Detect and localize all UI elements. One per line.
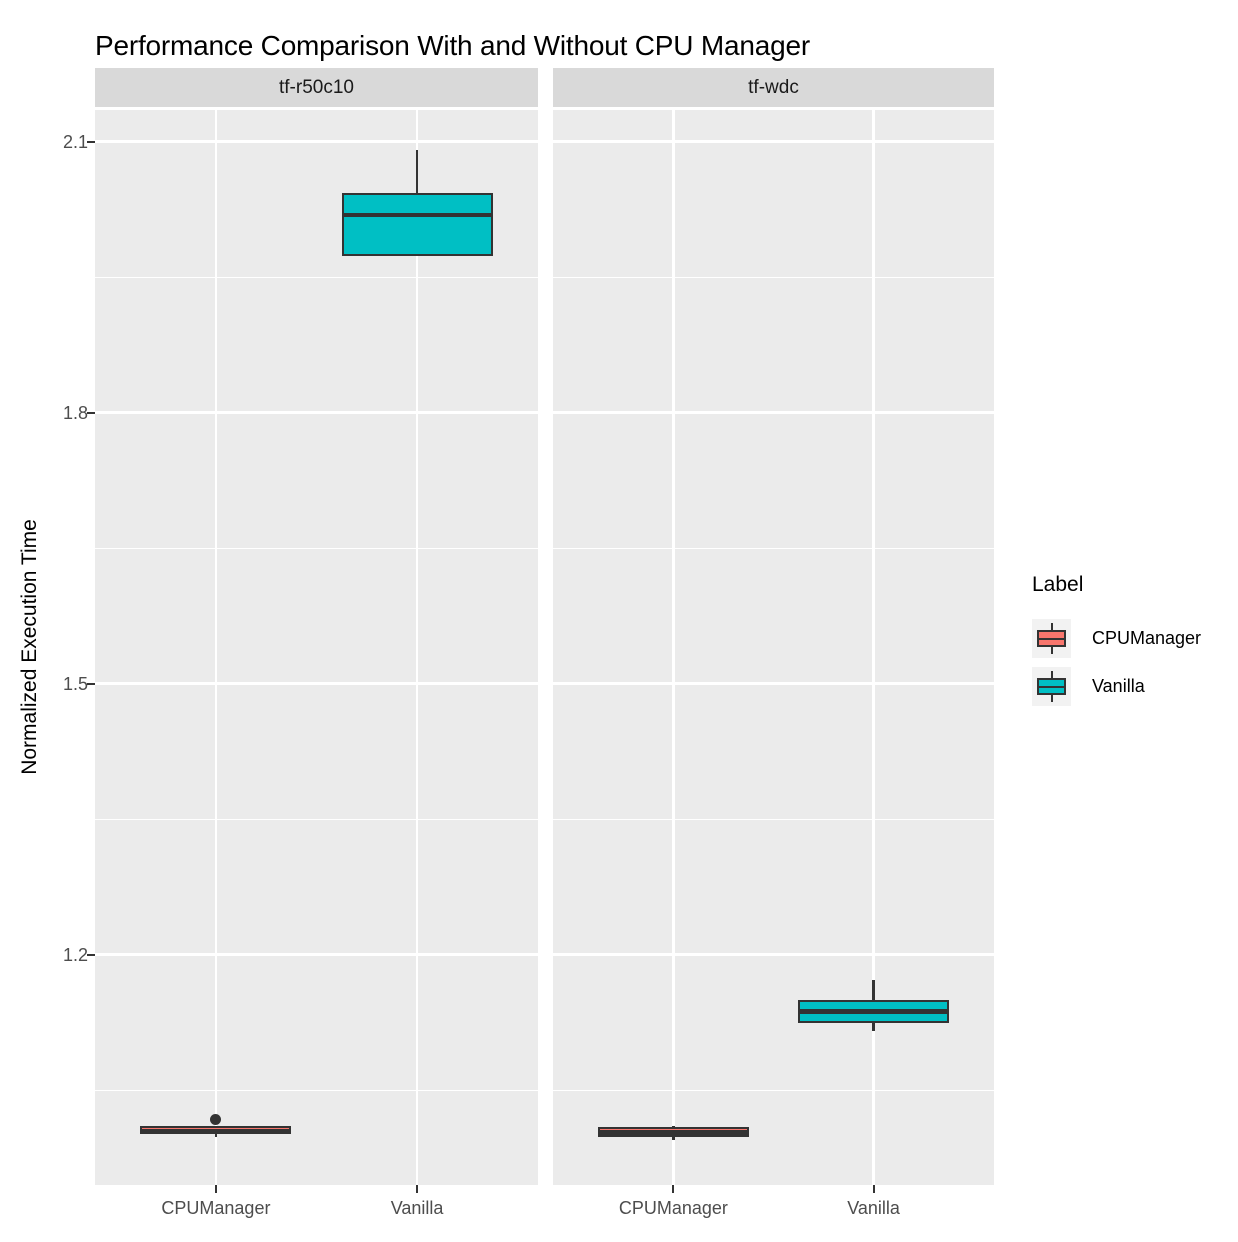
legend-key-glyph-vanilla (1032, 667, 1071, 706)
y-tick-label: 2.1 (62, 131, 88, 152)
facet-strip-label: tf-wdc (748, 76, 799, 98)
gridline-minor (553, 818, 994, 820)
facet-strip-tf-r50c10: tf-r50c10 (95, 68, 538, 107)
y-tick-mark (87, 953, 95, 956)
boxplot-median (600, 1130, 747, 1135)
legend-label: Vanilla (1092, 676, 1145, 696)
y-tick-mark (87, 682, 95, 685)
legend-key-cpumanager: CPUManager (1032, 619, 1201, 658)
gridline-major (95, 140, 538, 143)
legend-key-vanilla: Vanilla (1032, 667, 1201, 706)
gridline-vertical (872, 110, 875, 1185)
legend: Label CPUManager Vanilla (1032, 573, 1201, 715)
x-tick-label: CPUManager (618, 1198, 728, 1218)
facet-panel-tf-wdc (553, 110, 994, 1185)
boxplot-glyph-median (1037, 637, 1066, 640)
legend-key-glyph-cpumanager (1032, 619, 1071, 658)
gridline-major (553, 682, 994, 685)
gridline-minor (553, 276, 994, 278)
gridline-minor (95, 547, 538, 549)
facet-strip-label: tf-r50c10 (279, 76, 354, 98)
boxplot-median (800, 1009, 947, 1014)
y-tick-mark (87, 411, 95, 414)
x-tick-label: Vanilla (847, 1198, 900, 1218)
gridline-major (553, 953, 994, 956)
gridline-vertical (672, 110, 675, 1185)
gridline-major (95, 953, 538, 956)
gridline-major (553, 411, 994, 414)
gridline-minor (95, 818, 538, 820)
x-tick-mark (672, 1185, 675, 1193)
y-tick-label: 1.8 (62, 402, 88, 423)
boxplot-median (142, 1128, 290, 1134)
boxplot-box (341, 193, 493, 257)
facet-strip-tf-wdc: tf-wdc (553, 68, 994, 107)
gridline-minor (553, 1089, 994, 1091)
y-tick-label: 1.5 (62, 673, 88, 694)
facet-panel-tf-r50c10 (95, 110, 538, 1185)
y-axis-title: Normalized Execution Time (18, 519, 41, 775)
x-tick-label: Vanilla (390, 1198, 444, 1218)
gridline-minor (553, 547, 994, 549)
x-tick-mark (214, 1185, 217, 1193)
legend-title: Label (1032, 573, 1084, 596)
gridline-minor (95, 1089, 538, 1091)
x-tick-mark (872, 1185, 875, 1193)
y-tick-label: 1.2 (62, 944, 88, 965)
gridline-major (553, 140, 994, 143)
x-tick-label: CPUManager (161, 1198, 271, 1218)
gridline-major (95, 411, 538, 414)
boxplot-median (343, 212, 491, 218)
chart-title: Performance Comparison With and Without … (95, 30, 810, 61)
x-tick-mark (416, 1185, 419, 1193)
boxplot-glyph-median (1037, 685, 1066, 688)
gridline-vertical (214, 110, 218, 1185)
gridline-major (95, 682, 538, 685)
gridline-minor (95, 276, 538, 278)
legend-label: CPUManager (1092, 628, 1202, 648)
gridline-vertical (415, 110, 419, 1185)
boxplot-outlier-point (210, 1114, 222, 1126)
y-tick-mark (87, 140, 95, 143)
